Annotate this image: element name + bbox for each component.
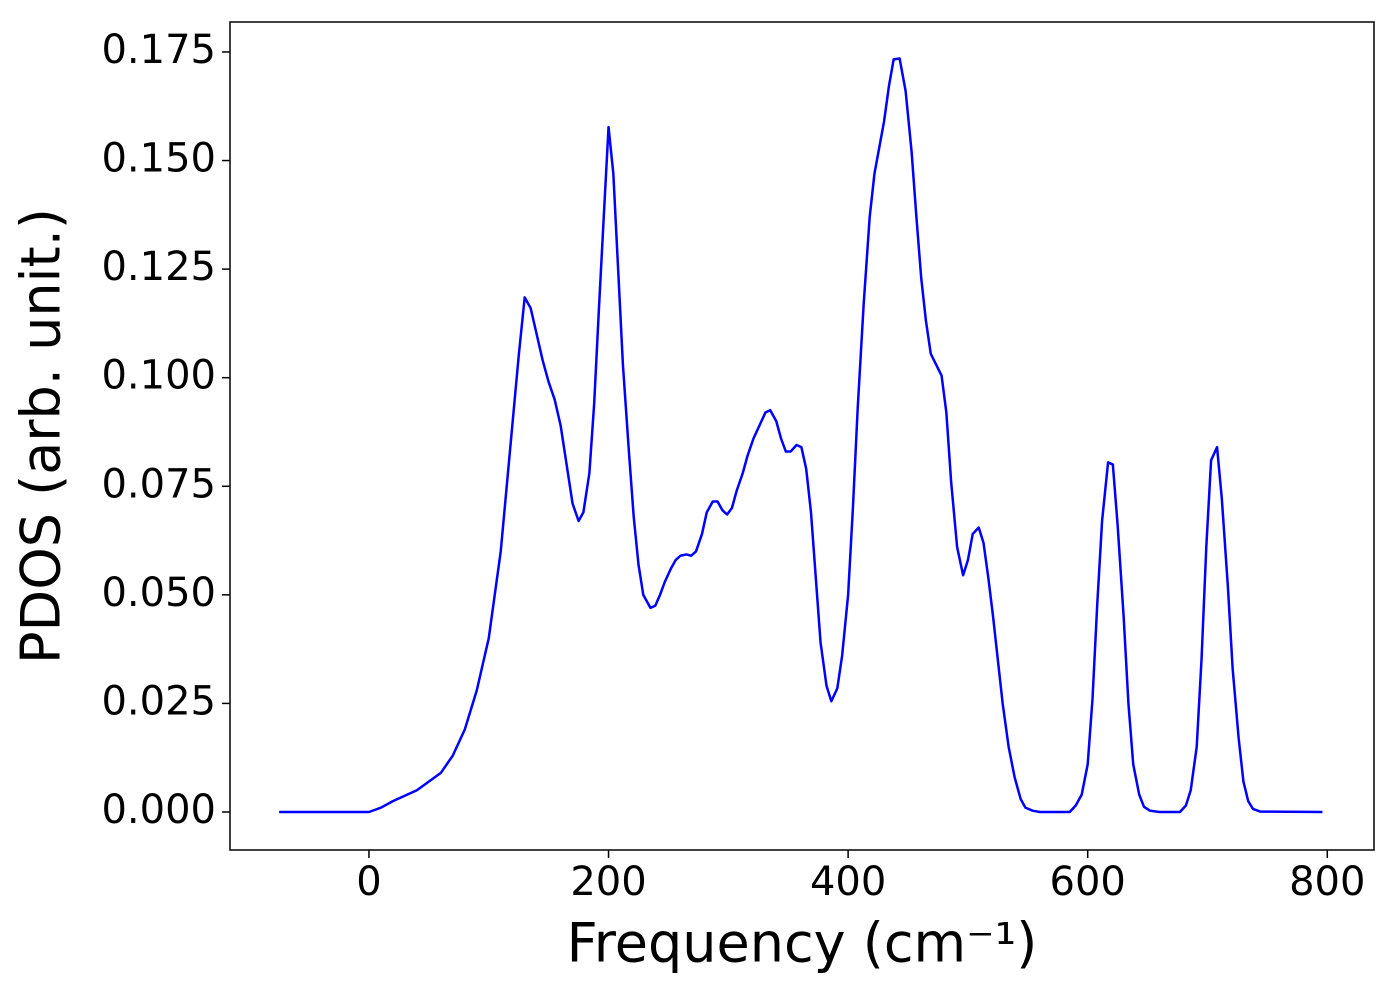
x-tick-label: 200 <box>570 859 646 905</box>
y-tick-label: 0.175 <box>101 27 216 73</box>
y-tick-label: 0.125 <box>101 244 216 290</box>
y-tick-label: 0.000 <box>101 787 216 833</box>
x-axis-label: Frequency (cm⁻¹) <box>567 912 1038 975</box>
x-tick-label: 0 <box>356 859 381 905</box>
x-tick-label: 600 <box>1050 859 1126 905</box>
y-tick-label: 0.025 <box>101 678 216 724</box>
x-tick-label: 400 <box>810 859 886 905</box>
y-tick-label: 0.050 <box>101 570 216 616</box>
x-tick-label: 800 <box>1289 859 1365 905</box>
line <box>279 57 1323 814</box>
y-tick-label: 0.100 <box>101 353 216 399</box>
y-tick-label: 0.150 <box>101 136 216 182</box>
y-tick-label: 0.075 <box>101 461 216 507</box>
plot-frame <box>229 21 1375 851</box>
y-axis-label: PDOS (arb. unit.) <box>10 208 73 664</box>
